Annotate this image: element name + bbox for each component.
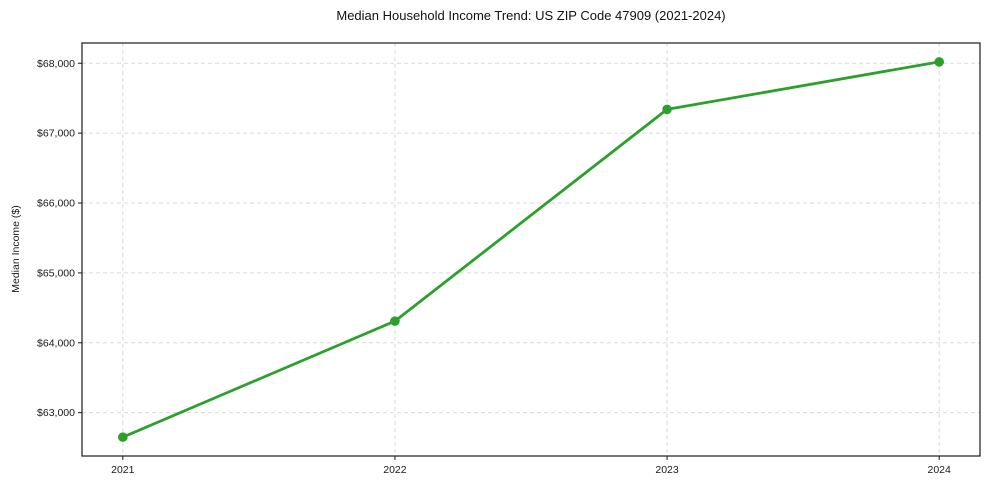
x-tick-label: 2023 (655, 464, 679, 476)
data-point (390, 316, 400, 326)
y-tick-label: $65,000 (37, 267, 75, 279)
data-point (662, 104, 672, 115)
plot-border (81, 42, 981, 457)
y-tick-label: $64,000 (37, 337, 75, 349)
x-tick-label: 2021 (111, 464, 135, 476)
trend-line (121, 60, 941, 439)
x-tick-label: 2022 (383, 464, 407, 476)
chart-title: Median Household Income Trend: US ZIP Co… (336, 8, 726, 23)
y-tick-label: $63,000 (37, 407, 75, 419)
data-point (934, 57, 944, 67)
y-tick-label: $67,000 (37, 128, 75, 140)
x-tick-label: 2024 (928, 464, 952, 476)
data-point (118, 432, 128, 442)
y-tick-label: $68,000 (37, 58, 75, 70)
y-tick-label: $66,000 (37, 198, 75, 210)
